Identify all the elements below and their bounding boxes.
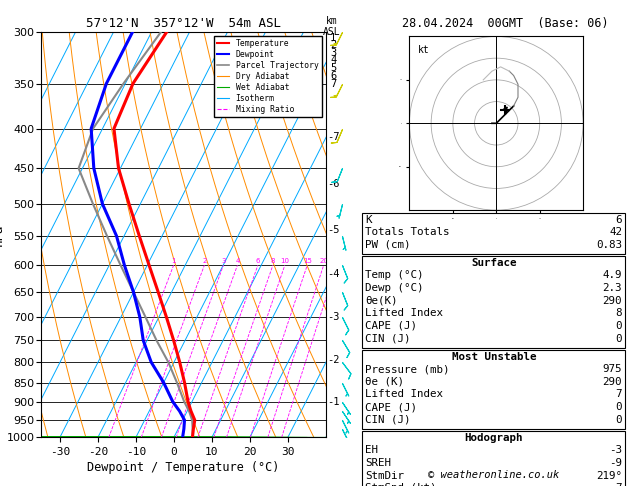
Text: 28.04.2024  00GMT  (Base: 06): 28.04.2024 00GMT (Base: 06) (403, 17, 609, 30)
Text: K: K (365, 214, 372, 225)
Text: km
ASL: km ASL (323, 16, 340, 37)
Text: Totals Totals: Totals Totals (365, 227, 450, 237)
Text: -5: -5 (327, 225, 340, 235)
Text: -9: -9 (609, 458, 622, 468)
Text: 7: 7 (330, 79, 337, 89)
Text: θe (K): θe (K) (365, 377, 404, 387)
Text: -6: -6 (327, 179, 340, 190)
X-axis label: Dewpoint / Temperature (°C): Dewpoint / Temperature (°C) (87, 461, 279, 474)
Text: 2: 2 (330, 40, 337, 50)
Text: StmSpd (kt): StmSpd (kt) (365, 483, 437, 486)
Text: Pressure (mb): Pressure (mb) (365, 364, 450, 374)
Text: CAPE (J): CAPE (J) (365, 321, 418, 331)
Text: 6: 6 (330, 70, 337, 81)
Text: 4: 4 (330, 55, 337, 65)
Text: 10: 10 (281, 258, 289, 264)
Text: 15: 15 (303, 258, 312, 264)
Text: 290: 290 (603, 295, 622, 306)
Text: 0: 0 (616, 415, 622, 425)
Text: 290: 290 (603, 377, 622, 387)
Text: 3: 3 (221, 258, 226, 264)
Text: 1: 1 (171, 258, 176, 264)
Text: 2: 2 (202, 258, 206, 264)
Text: CAPE (J): CAPE (J) (365, 402, 418, 412)
Text: kt: kt (418, 45, 430, 55)
Title: 57°12'N  357°12'W  54m ASL: 57°12'N 357°12'W 54m ASL (86, 17, 281, 31)
Text: Lifted Index: Lifted Index (365, 308, 443, 318)
Legend: Temperature, Dewpoint, Parcel Trajectory, Dry Adiabat, Wet Adiabat, Isotherm, Mi: Temperature, Dewpoint, Parcel Trajectory… (214, 35, 322, 117)
Text: StmDir: StmDir (365, 470, 404, 481)
Text: 3: 3 (330, 48, 337, 57)
Text: 0: 0 (616, 321, 622, 331)
Text: Hodograph: Hodograph (464, 433, 523, 443)
Text: -7: -7 (327, 132, 340, 142)
Text: 6: 6 (255, 258, 260, 264)
Text: -4: -4 (327, 269, 340, 279)
Text: 8: 8 (270, 258, 275, 264)
Text: -2: -2 (327, 355, 340, 365)
Text: 7: 7 (616, 389, 622, 399)
Text: 6: 6 (616, 214, 622, 225)
Text: Dewp (°C): Dewp (°C) (365, 283, 424, 293)
Text: 0: 0 (616, 333, 622, 344)
Text: 7: 7 (616, 483, 622, 486)
Text: -3: -3 (609, 445, 622, 455)
Text: 20: 20 (320, 258, 328, 264)
Text: 975: 975 (603, 364, 622, 374)
Text: 8: 8 (616, 308, 622, 318)
Text: 0.83: 0.83 (596, 240, 622, 250)
Text: 0: 0 (616, 402, 622, 412)
Text: © weatheronline.co.uk: © weatheronline.co.uk (428, 470, 559, 480)
Text: CIN (J): CIN (J) (365, 415, 411, 425)
Text: Surface: Surface (471, 258, 516, 268)
Text: 219°: 219° (596, 470, 622, 481)
Text: Temp (°C): Temp (°C) (365, 270, 424, 280)
Text: Most Unstable: Most Unstable (452, 351, 536, 362)
Text: θe(K): θe(K) (365, 295, 398, 306)
Text: 1: 1 (330, 33, 337, 43)
Text: -1: -1 (327, 397, 340, 406)
Y-axis label: hPa: hPa (0, 223, 5, 246)
Text: SREH: SREH (365, 458, 391, 468)
Text: EH: EH (365, 445, 379, 455)
Text: 5: 5 (330, 63, 337, 73)
Text: 4: 4 (235, 258, 240, 264)
Text: PW (cm): PW (cm) (365, 240, 411, 250)
Text: -3: -3 (327, 312, 340, 322)
Text: Lifted Index: Lifted Index (365, 389, 443, 399)
Text: CIN (J): CIN (J) (365, 333, 411, 344)
Text: 2.3: 2.3 (603, 283, 622, 293)
Text: 42: 42 (609, 227, 622, 237)
Text: 4.9: 4.9 (603, 270, 622, 280)
